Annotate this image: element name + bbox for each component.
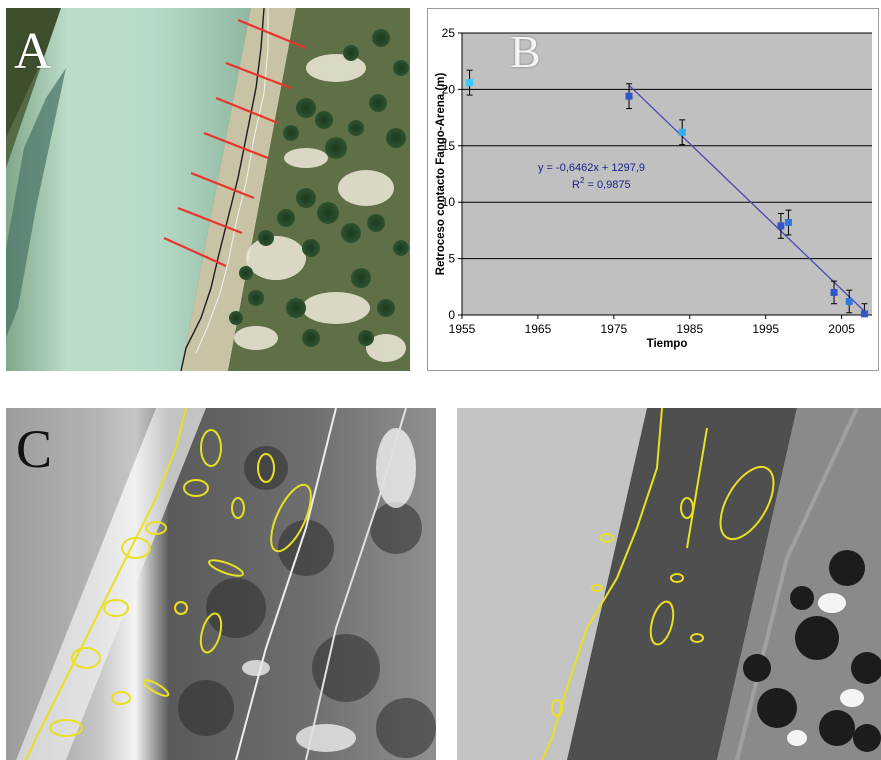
equation-label: y = -0,6462x + 1297,9 (538, 162, 645, 174)
data-point (678, 128, 686, 136)
plot-area (462, 33, 872, 315)
data-point (777, 222, 785, 230)
x-tick-label: 2005 (828, 322, 855, 336)
chart-panel-b: 0 5 10 15 20 25 1955 1965 1975 1985 1995 2005 y = -… (427, 8, 879, 371)
trendline (628, 84, 865, 312)
y-tick-label: 20 (442, 82, 456, 96)
r2-main: R (572, 179, 580, 191)
y-axis-title: Retroceso contacto Fango-Arena (m) (435, 73, 447, 276)
data-point (466, 79, 474, 87)
panel-a-label: A (14, 23, 52, 80)
x-tick-label: 1955 (449, 322, 476, 336)
data-point (830, 288, 838, 296)
grayscale-photo-c-right (457, 408, 881, 760)
r2-value: = 0,9875 (584, 179, 630, 191)
grayscale-photo-c-left-image (6, 408, 436, 760)
data-point (860, 310, 868, 318)
r2-superscript: 2 (580, 176, 585, 185)
aerial-photo-a: A (6, 8, 410, 371)
x-tick-label: 1995 (752, 322, 779, 336)
data-point (625, 92, 633, 100)
x-tick-label: 1965 (525, 322, 552, 336)
data-point (784, 219, 792, 227)
x-tick-label: 1985 (676, 322, 703, 336)
y-tick-label: 10 (442, 195, 456, 209)
grayscale-photo-c-left: C (6, 408, 436, 760)
data-point (845, 297, 853, 305)
y-tick-label: 5 (448, 252, 455, 266)
panel-b-label: B (510, 26, 541, 77)
r-squared-label: R2 = 0,9875 (572, 176, 631, 191)
grayscale-photo-c-right-image (457, 408, 881, 760)
aerial-photo-a-image (6, 8, 410, 371)
x-axis-title: Tiempo (647, 338, 688, 350)
retreat-chart: 0 5 10 15 20 25 1955 1965 1975 1985 1995 2005 y = -… (435, 26, 872, 350)
y-tick-label: 25 (442, 26, 456, 40)
y-tick-label: 15 (442, 139, 456, 153)
panel-c-label: C (16, 419, 53, 479)
x-tick-label: 1975 (601, 322, 628, 336)
y-tick-label: 0 (448, 308, 455, 322)
